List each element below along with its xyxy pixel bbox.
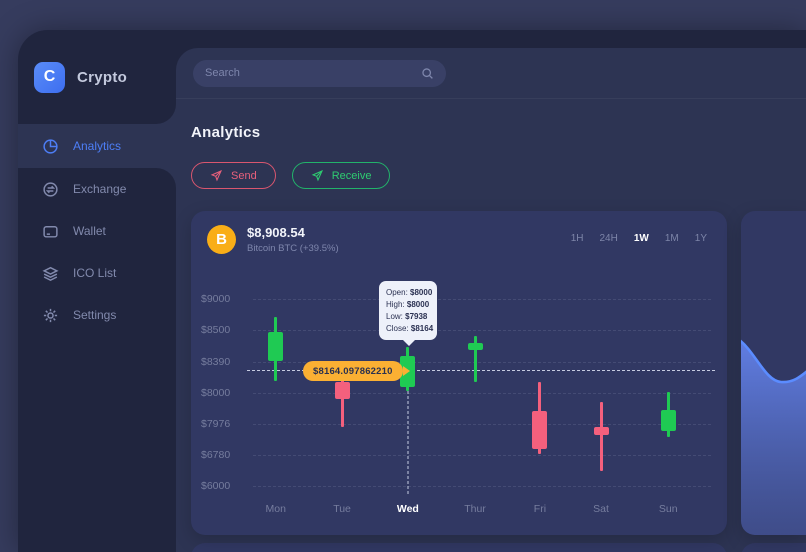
sidebar-item-analytics[interactable]: Analytics: [18, 124, 176, 168]
sidebar-item-label: Wallet: [73, 224, 106, 238]
candle-mon[interactable]: [268, 289, 284, 494]
page-title: Analytics: [191, 124, 261, 141]
area-sparkline: [741, 339, 806, 535]
main-area: Analytics Send Receive: [176, 30, 806, 552]
exchange-icon: [42, 181, 59, 198]
bitcoin-icon: B: [207, 225, 236, 254]
y-axis-label: $6780: [201, 449, 231, 462]
gridline: [253, 455, 711, 457]
tooltip-line: Low: $7938: [386, 312, 428, 321]
sidebar-item-settings[interactable]: Settings: [18, 294, 176, 336]
candle-wick: [473, 335, 477, 383]
logo: C Crypto: [18, 30, 176, 124]
candle-wick: [599, 401, 603, 472]
app-window: C Crypto Analytics Exchange Wallet ICO Lis…: [18, 30, 806, 552]
candle-fri[interactable]: [532, 289, 548, 494]
y-axis-label: $7976: [201, 418, 231, 431]
receive-icon: [311, 170, 323, 182]
btc-subtitle: Bitcoin BTC (+39.5%): [247, 243, 339, 254]
candle-body: [532, 410, 548, 449]
candle-sat[interactable]: [593, 289, 609, 494]
btc-card-header: B $8,908.54 Bitcoin BTC (+39.5%): [207, 225, 339, 254]
x-axis-label-sun[interactable]: Sun: [658, 503, 678, 515]
time-range-switcher: 1H 24H 1W 1M 1Y: [571, 233, 707, 244]
content-panel: Analytics Send Receive: [176, 48, 806, 552]
search-bar[interactable]: [193, 59, 446, 87]
send-button[interactable]: Send: [191, 162, 276, 189]
candle-body: [268, 332, 284, 361]
sidebar-item-wallet[interactable]: Wallet: [18, 210, 176, 252]
gridline: [253, 330, 711, 331]
y-axis-label: $8000: [201, 386, 231, 399]
receive-label: Receive: [331, 169, 372, 182]
y-axis-label: $8390: [201, 355, 231, 368]
range-1h[interactable]: 1H: [570, 233, 584, 244]
x-axis-label-sat[interactable]: Sat: [593, 503, 609, 515]
candle-body: [334, 382, 350, 400]
action-buttons: Send Receive: [191, 162, 806, 189]
y-axis-label: $6000: [201, 480, 231, 492]
pie-chart-icon: [42, 138, 59, 155]
crosshair-line: [407, 391, 409, 494]
gridline: [253, 392, 711, 394]
sidebar-item-label: Settings: [73, 308, 117, 322]
x-axis-label-fri[interactable]: Fri: [533, 503, 547, 515]
gridline: [253, 361, 711, 363]
layers-icon: [42, 265, 59, 282]
wallet-icon: [42, 223, 59, 240]
area-chart-card: [741, 211, 806, 535]
sidebar-item-label: Exchange: [73, 182, 127, 196]
candle-thur[interactable]: [467, 289, 483, 494]
gridline: [253, 486, 711, 487]
candle-body: [660, 409, 676, 432]
tooltip-line: Open: $8000: [386, 288, 433, 297]
range-1y[interactable]: 1Y: [694, 233, 707, 244]
search-input[interactable]: [205, 67, 421, 79]
top-header: [176, 48, 806, 99]
send-label: Send: [231, 169, 257, 182]
cards-row: B $8,908.54 Bitcoin BTC (+39.5%) 1H 24H 1W…: [191, 211, 806, 535]
candle-chart[interactable]: Open: $8000 High: $8000 Low: $7938 Close: $…: [201, 281, 715, 515]
sidebar-item-exchange[interactable]: Exchange: [18, 168, 176, 210]
sidebar-nav: Exchange Wallet ICO List Settings: [18, 168, 176, 552]
content: Analytics Send Receive: [176, 124, 806, 552]
send-icon: [210, 170, 222, 182]
y-axis-label: $8500: [201, 324, 231, 336]
sidebar-item-label: ICO List: [73, 266, 117, 280]
candle-tue[interactable]: [334, 289, 350, 494]
x-axis-label-mon[interactable]: Mon: [265, 503, 286, 515]
btc-price: $8,908.54: [247, 225, 305, 240]
range-1w[interactable]: 1W: [633, 233, 649, 244]
candle-body: [593, 426, 609, 435]
candle-sun[interactable]: [660, 289, 676, 494]
tooltip-line: High: $8000: [386, 300, 430, 309]
gridline: [253, 424, 711, 426]
range-24h[interactable]: 24H: [599, 233, 618, 244]
next-cards-row: [191, 543, 806, 552]
sidebar-item-label: Analytics: [73, 139, 122, 153]
sidebar-nav-active: Analytics: [18, 124, 176, 168]
ohlc-tooltip: Open: $8000 High: $8000 Low: $7938 Close: $…: [379, 281, 437, 346]
bottom-card-left: [191, 543, 727, 552]
receive-button[interactable]: Receive: [291, 162, 391, 189]
crypto-logo-icon: C: [34, 61, 65, 93]
y-axis-label: $9000: [201, 293, 231, 306]
sidebar-item-ico-list[interactable]: ICO List: [18, 252, 176, 294]
search-icon: [422, 67, 433, 79]
x-axis-label-wed[interactable]: Wed: [396, 503, 419, 515]
price-tag: $8164.097862210: [303, 361, 403, 381]
x-axis-label-thur[interactable]: Thur: [464, 503, 486, 515]
x-axis-label-tue[interactable]: Tue: [333, 503, 351, 515]
btc-chart-card: B $8,908.54 Bitcoin BTC (+39.5%) 1H 24H 1W…: [191, 211, 727, 535]
reference-line: [247, 369, 715, 371]
gear-icon: [42, 307, 59, 324]
range-1m[interactable]: 1M: [664, 233, 679, 244]
candle-body: [467, 342, 483, 351]
bottom-card-right: [741, 543, 806, 552]
tooltip-line: Close: $8164: [386, 324, 434, 333]
logo-text: Crypto: [77, 68, 128, 86]
gridline: [253, 299, 711, 301]
sidebar: C Crypto Analytics Exchange Wallet ICO Lis…: [18, 30, 176, 552]
